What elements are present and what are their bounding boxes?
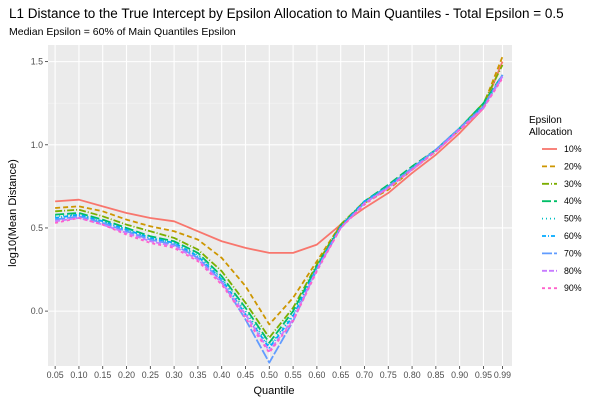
x-tick-label: 0.55 — [285, 370, 302, 380]
legend-label: 90% — [564, 283, 582, 293]
series-line-3 — [55, 64, 504, 339]
y-tick-label: 1.0 — [31, 140, 43, 150]
y-tick-label: 1.5 — [31, 57, 43, 67]
x-tick-label: 0.05 — [47, 370, 64, 380]
x-tick-label: 0.50 — [261, 370, 278, 380]
y-axis-title: log10(Mean Distance) — [7, 159, 19, 267]
x-tick-label: 0.85 — [427, 370, 444, 380]
x-tick-label: 0.95 — [475, 370, 492, 380]
x-tick-label: 0.99 — [494, 370, 511, 380]
chart-title: L1 Distance to the True Intercept by Eps… — [9, 6, 564, 21]
legend-label: 80% — [564, 266, 582, 276]
series-line-9 — [54, 77, 504, 354]
x-tick-label: 0.90 — [451, 370, 468, 380]
chart-subtitle: Median Epsilon = 60% of Main Quantiles E… — [9, 26, 236, 38]
legend-label: 30% — [564, 179, 582, 189]
legend-label: 40% — [564, 196, 582, 206]
x-tick-label: 0.15 — [94, 370, 111, 380]
x-tick-label: 0.80 — [403, 370, 420, 380]
x-axis: 0.05 0.10 0.15 0.20 0.25 0.30 0.35 0.40 0.45 0.50… — [47, 366, 511, 380]
x-tick-label: 0.65 — [332, 370, 349, 380]
legend-label: 10% — [564, 144, 582, 154]
x-tick-label: 0.20 — [118, 370, 135, 380]
legend-label: 60% — [564, 231, 582, 241]
x-tick-label: 0.30 — [166, 370, 183, 380]
y-tick-label: 0.5 — [31, 223, 43, 233]
x-tick-label: 0.25 — [142, 370, 159, 380]
legend-title: Epsilon — [529, 115, 562, 126]
x-tick-label: 0.35 — [189, 370, 206, 380]
plot-background — [48, 45, 512, 366]
x-tick-label: 0.75 — [380, 370, 397, 380]
x-tick-label: 0.70 — [356, 370, 373, 380]
y-tick-label: 0.0 — [31, 306, 43, 316]
legend-title: Allocation — [529, 127, 572, 138]
x-tick-label: 0.45 — [237, 370, 254, 380]
y-axis: 0.0 0.5 1.0 1.5 — [31, 57, 48, 316]
plot-panel — [48, 45, 512, 366]
legend-label: 50% — [564, 214, 582, 224]
x-tick-label: 0.40 — [213, 370, 230, 380]
series-line-1 — [55, 61, 504, 254]
series-line-7 — [55, 74, 504, 364]
x-axis-title: Quantile — [254, 385, 295, 397]
legend-label: 70% — [564, 248, 582, 258]
x-tick-label: 0.10 — [70, 370, 87, 380]
x-tick-label: 0.60 — [308, 370, 325, 380]
series-line-6 — [55, 74, 504, 349]
legend-label: 20% — [564, 161, 582, 171]
